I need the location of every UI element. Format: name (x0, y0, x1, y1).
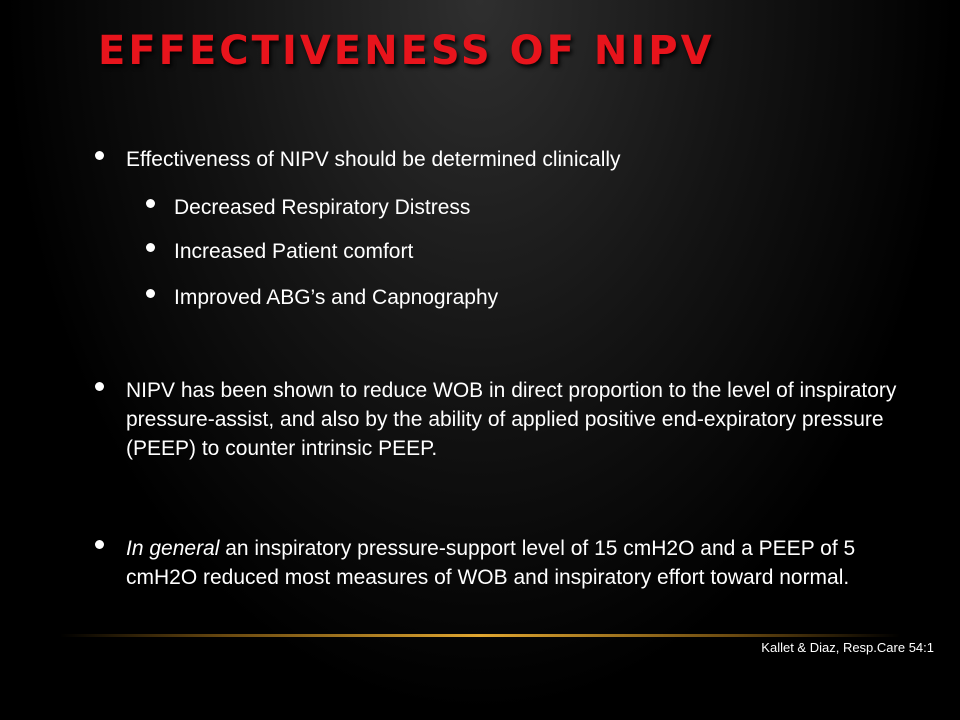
sub-bullet-item: Improved ABG’s and Capnography (174, 286, 499, 309)
sub-bullet-dot (146, 243, 155, 252)
bullet-text: an inspiratory pressure-support level of… (126, 537, 856, 589)
bullet-item: Effectiveness of NIPV should be determin… (126, 148, 621, 171)
sub-bullet-dot (146, 199, 155, 208)
bullet-item: NIPV has been shown to reduce WOB in dir… (126, 379, 897, 460)
bullet-dot (95, 151, 104, 160)
slide-title: EFFECTIVENESS OF NIPV (98, 28, 715, 74)
bullet-italic-lead: In general (126, 537, 220, 560)
sub-bullet-item: Decreased Respiratory Distress (174, 196, 471, 219)
sub-bullet-dot (146, 289, 155, 298)
sub-bullet-item: Increased Patient comfort (174, 240, 414, 263)
bullet-dot (95, 382, 104, 391)
bullet-dot (95, 540, 104, 549)
divider-line (60, 634, 900, 637)
bullet-item: In general an inspiratory pressure-suppo… (126, 534, 916, 592)
citation: Kallet & Diaz, Resp.Care 54:1 (761, 640, 934, 655)
